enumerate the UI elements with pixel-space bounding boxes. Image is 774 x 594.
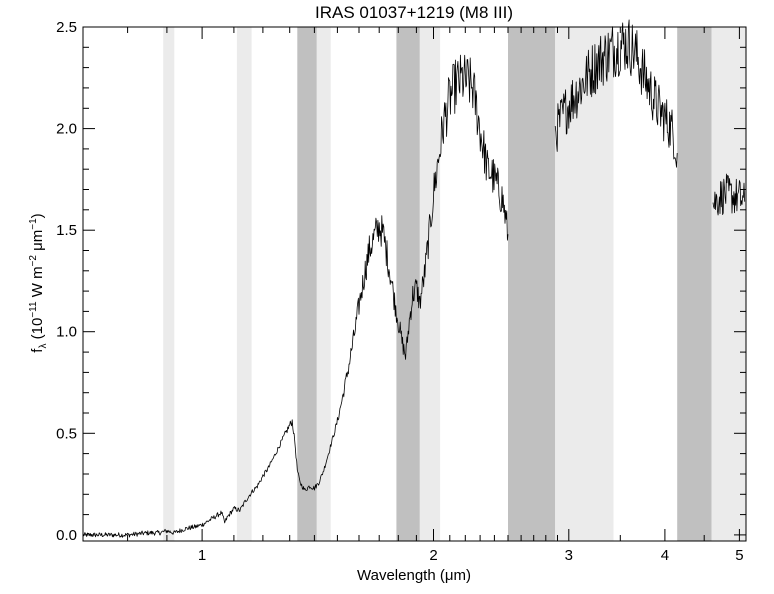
band-dark-8 — [677, 27, 712, 541]
band-light-0 — [163, 27, 175, 541]
plot-frame — [82, 26, 747, 542]
series-0-segment-0 — [82, 54, 509, 538]
chart-title: IRAS 01037+1219 (M8 III) — [315, 3, 513, 22]
y-label-exp2: −2 — [28, 255, 39, 267]
y-tick-labels: 0.0 0.5 1.0 1.5 2.0 2.5 — [56, 19, 77, 544]
band-light-3 — [316, 27, 331, 541]
y-label-lambda: λ — [38, 344, 49, 349]
band-dark-6 — [508, 27, 556, 541]
x-tick-label: 2 — [429, 547, 437, 564]
x-tick-label: 3 — [565, 547, 573, 564]
band-light-7 — [555, 27, 614, 541]
y-tick-label: 2.0 — [56, 121, 77, 138]
y-label-open: (10 — [29, 318, 46, 344]
y-label-f: f — [29, 348, 46, 353]
y-label-exp3: −1 — [28, 218, 39, 230]
band-light-9 — [711, 27, 746, 541]
y-tick-label: 1.0 — [56, 324, 77, 341]
band-light-1 — [236, 27, 252, 541]
band-dark-2 — [297, 27, 317, 541]
x-tick-labels: 1 2 3 4 5 — [198, 547, 744, 564]
series-0-segment-2 — [712, 173, 746, 216]
y-label-um: μm — [29, 230, 46, 255]
shaded-bands — [163, 27, 746, 541]
y-label-exp1: −11 — [28, 301, 39, 318]
y-axis-label: fλ (10−11 W m−2 μm−1) — [28, 213, 49, 352]
y-tick-label: 2.5 — [56, 19, 77, 36]
series-0-segment-1 — [554, 19, 678, 168]
x-tick-label: 1 — [198, 547, 206, 564]
band-dark-4 — [396, 27, 420, 541]
y-tick-label: 0.0 — [56, 527, 77, 544]
y-tick-label: 1.5 — [56, 222, 77, 239]
spectrum-series — [82, 19, 746, 538]
band-light-5 — [419, 27, 441, 541]
y-label-w: W m — [29, 266, 46, 301]
x-tick-label: 5 — [735, 547, 743, 564]
x-tick-label: 4 — [661, 547, 669, 564]
y-label-close: ) — [29, 213, 46, 218]
y-tick-label: 0.5 — [56, 425, 77, 442]
x-axis-label: Wavelength (μm) — [357, 567, 471, 584]
axis-ticks — [82, 26, 746, 541]
